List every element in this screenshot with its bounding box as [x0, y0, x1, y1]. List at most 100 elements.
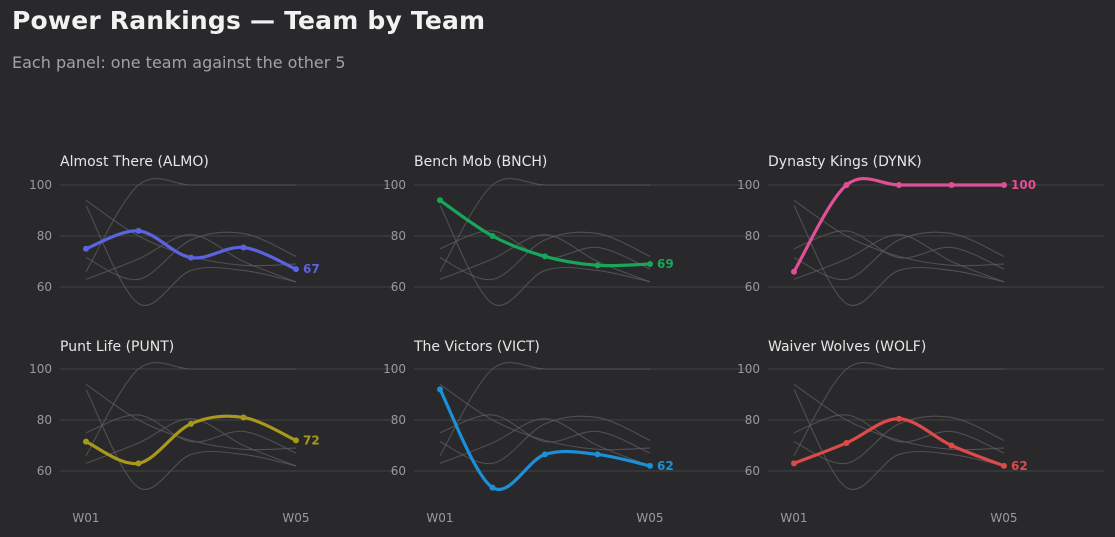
panel-title-almo: Almost There (ALMO): [60, 154, 209, 170]
panel-title-punt: Punt Life (PUNT): [60, 339, 174, 355]
panel-title-bnch: Bench Mob (BNCH): [414, 154, 547, 170]
data-point-bnch-w04: [594, 262, 601, 269]
background-line-vict: [793, 389, 1005, 490]
y-tick-label: 100: [737, 178, 760, 192]
y-tick-label: 100: [383, 362, 406, 376]
background-line-almo: [85, 414, 297, 454]
panel-almo: Almost There (ALMO) 60 80 100 67: [29, 154, 396, 306]
data-point-bnch-w03: [542, 253, 548, 260]
background-line-punt: [439, 415, 651, 464]
data-point-vict-w01: [437, 386, 443, 393]
data-point-punt-w05: [293, 437, 299, 444]
panel-title-wolf: Waiver Wolves (WOLF): [768, 339, 926, 355]
panel-wolf: Waiver Wolves (WOLF) 60 80 100 62 W01 W05: [737, 339, 1104, 525]
data-point-vict-w04: [594, 451, 601, 458]
data-point-dynk-w04: [948, 182, 955, 188]
y-tick-label: 60: [745, 280, 760, 294]
data-point-vict-w02: [489, 484, 496, 491]
background-line-vict: [85, 389, 297, 490]
y-tick-label: 80: [37, 229, 52, 243]
y-tick-label: 100: [383, 178, 406, 192]
panel-bnch: Bench Mob (BNCH) 60 80 100 69: [383, 154, 750, 306]
x-tick-label: W01: [426, 511, 453, 525]
background-line-bnch: [85, 383, 297, 451]
background-line-punt: [793, 415, 1005, 464]
data-point-wolf-w02: [843, 439, 850, 446]
chart-subtitle: Each panel: one team against the other 5: [12, 53, 346, 72]
panel-vict: The Victors (VICT) 60 80 100 62 W01 W05: [383, 339, 750, 525]
data-point-punt-w04: [240, 414, 247, 421]
series-line-vict: [438, 387, 652, 492]
end-label-almo: 67: [303, 262, 320, 276]
data-point-dynk-w03: [896, 182, 902, 188]
y-tick-label: 60: [745, 464, 760, 478]
y-tick-label: 80: [37, 413, 52, 427]
background-line-almo: [793, 414, 1005, 454]
data-point-wolf-w03: [896, 415, 902, 422]
panel-dynk: Dynasty Kings (DYNK) 60 80 100 100: [737, 154, 1104, 306]
data-point-punt-w02: [135, 460, 142, 467]
x-tick-label: W05: [990, 511, 1017, 525]
y-tick-label: 100: [737, 362, 760, 376]
background-line-punt: [439, 231, 651, 280]
data-point-vict-w05: [647, 462, 653, 469]
x-tick-label: W05: [282, 511, 309, 525]
panel-title-dynk: Dynasty Kings (DYNK): [768, 154, 922, 170]
background-line-vict: [793, 205, 1005, 306]
background-line-punt: [793, 231, 1005, 280]
background-line-almo: [793, 230, 1005, 270]
y-tick-label: 80: [391, 229, 406, 243]
y-tick-label: 60: [391, 280, 406, 294]
end-label-vict: 62: [657, 459, 674, 473]
y-tick-label: 60: [391, 464, 406, 478]
end-label-dynk: 100: [1011, 178, 1036, 192]
data-point-vict-w03: [542, 451, 548, 458]
y-tick-label: 60: [37, 280, 52, 294]
data-point-wolf-w04: [948, 442, 955, 449]
data-point-dynk-w01: [791, 268, 797, 275]
background-line-dynk: [793, 362, 1004, 456]
background-line-wolf: [85, 234, 297, 283]
background-line-bnch: [793, 383, 1005, 451]
data-point-bnch-w01: [437, 197, 443, 204]
background-line-dynk: [85, 362, 296, 456]
background-line-bnch: [439, 383, 651, 451]
background-line-dynk: [439, 178, 650, 272]
background-line-bnch: [793, 199, 1005, 267]
y-tick-label: 80: [745, 229, 760, 243]
background-line-almo: [439, 414, 651, 454]
data-point-punt-w01: [83, 438, 89, 445]
background-line-wolf: [793, 234, 1005, 283]
x-tick-label: W05: [636, 511, 663, 525]
data-point-wolf-w05: [1001, 462, 1007, 469]
background-line-vict: [439, 205, 651, 306]
background-line-almo: [439, 230, 651, 270]
data-point-almo-w03: [188, 254, 194, 261]
background-line-wolf: [439, 418, 651, 467]
background-line-dynk: [85, 178, 296, 272]
background-line-punt: [85, 231, 297, 280]
data-point-punt-w03: [188, 420, 194, 427]
data-point-bnch-w02: [489, 233, 496, 239]
background-line-dynk: [439, 362, 650, 456]
data-point-bnch-w05: [647, 261, 653, 268]
background-line-wolf: [439, 234, 651, 283]
background-line-wolf: [85, 418, 297, 467]
y-tick-label: 100: [29, 362, 52, 376]
data-point-wolf-w01: [791, 460, 797, 467]
end-label-punt: 72: [303, 433, 320, 447]
data-point-dynk-w02: [843, 182, 850, 188]
chart-title: Power Rankings — Team by Team: [12, 6, 486, 35]
data-point-dynk-w05: [1001, 182, 1007, 188]
y-tick-label: 60: [37, 464, 52, 478]
panel-title-vict: The Victors (VICT): [413, 339, 540, 355]
x-tick-label: W01: [780, 511, 807, 525]
series-line-almo: [84, 229, 298, 271]
y-tick-label: 80: [745, 413, 760, 427]
data-point-almo-w02: [135, 227, 142, 234]
y-tick-label: 80: [391, 413, 406, 427]
data-point-almo-w04: [240, 244, 247, 251]
data-point-almo-w01: [83, 245, 89, 252]
x-tick-label: W01: [72, 511, 99, 525]
